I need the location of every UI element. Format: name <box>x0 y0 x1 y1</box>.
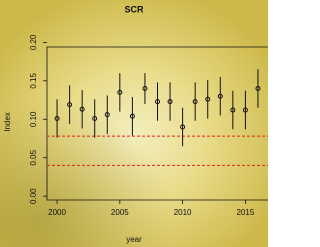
x-tick-label: 2010 <box>174 208 192 217</box>
y-tick-label: 0.10 <box>29 111 38 127</box>
x-tick-label: 2005 <box>111 208 129 217</box>
y-tick-label: 0.20 <box>29 34 38 50</box>
y-tick-label: 0.15 <box>29 72 38 88</box>
x-axis-label: year <box>126 235 142 244</box>
y-tick-label: 0.00 <box>29 188 38 204</box>
chart: SCR year Index 0.00 0.05 0.10 0.15 0.20 2000 2… <box>0 0 268 247</box>
y-axis-label: Index <box>3 112 12 132</box>
x-tick-label: 2015 <box>236 208 254 217</box>
y-tick-label: 0.05 <box>29 149 38 165</box>
background-shade <box>0 0 268 247</box>
x-tick-label: 2000 <box>48 208 66 217</box>
chart-title: SCR <box>124 4 144 14</box>
